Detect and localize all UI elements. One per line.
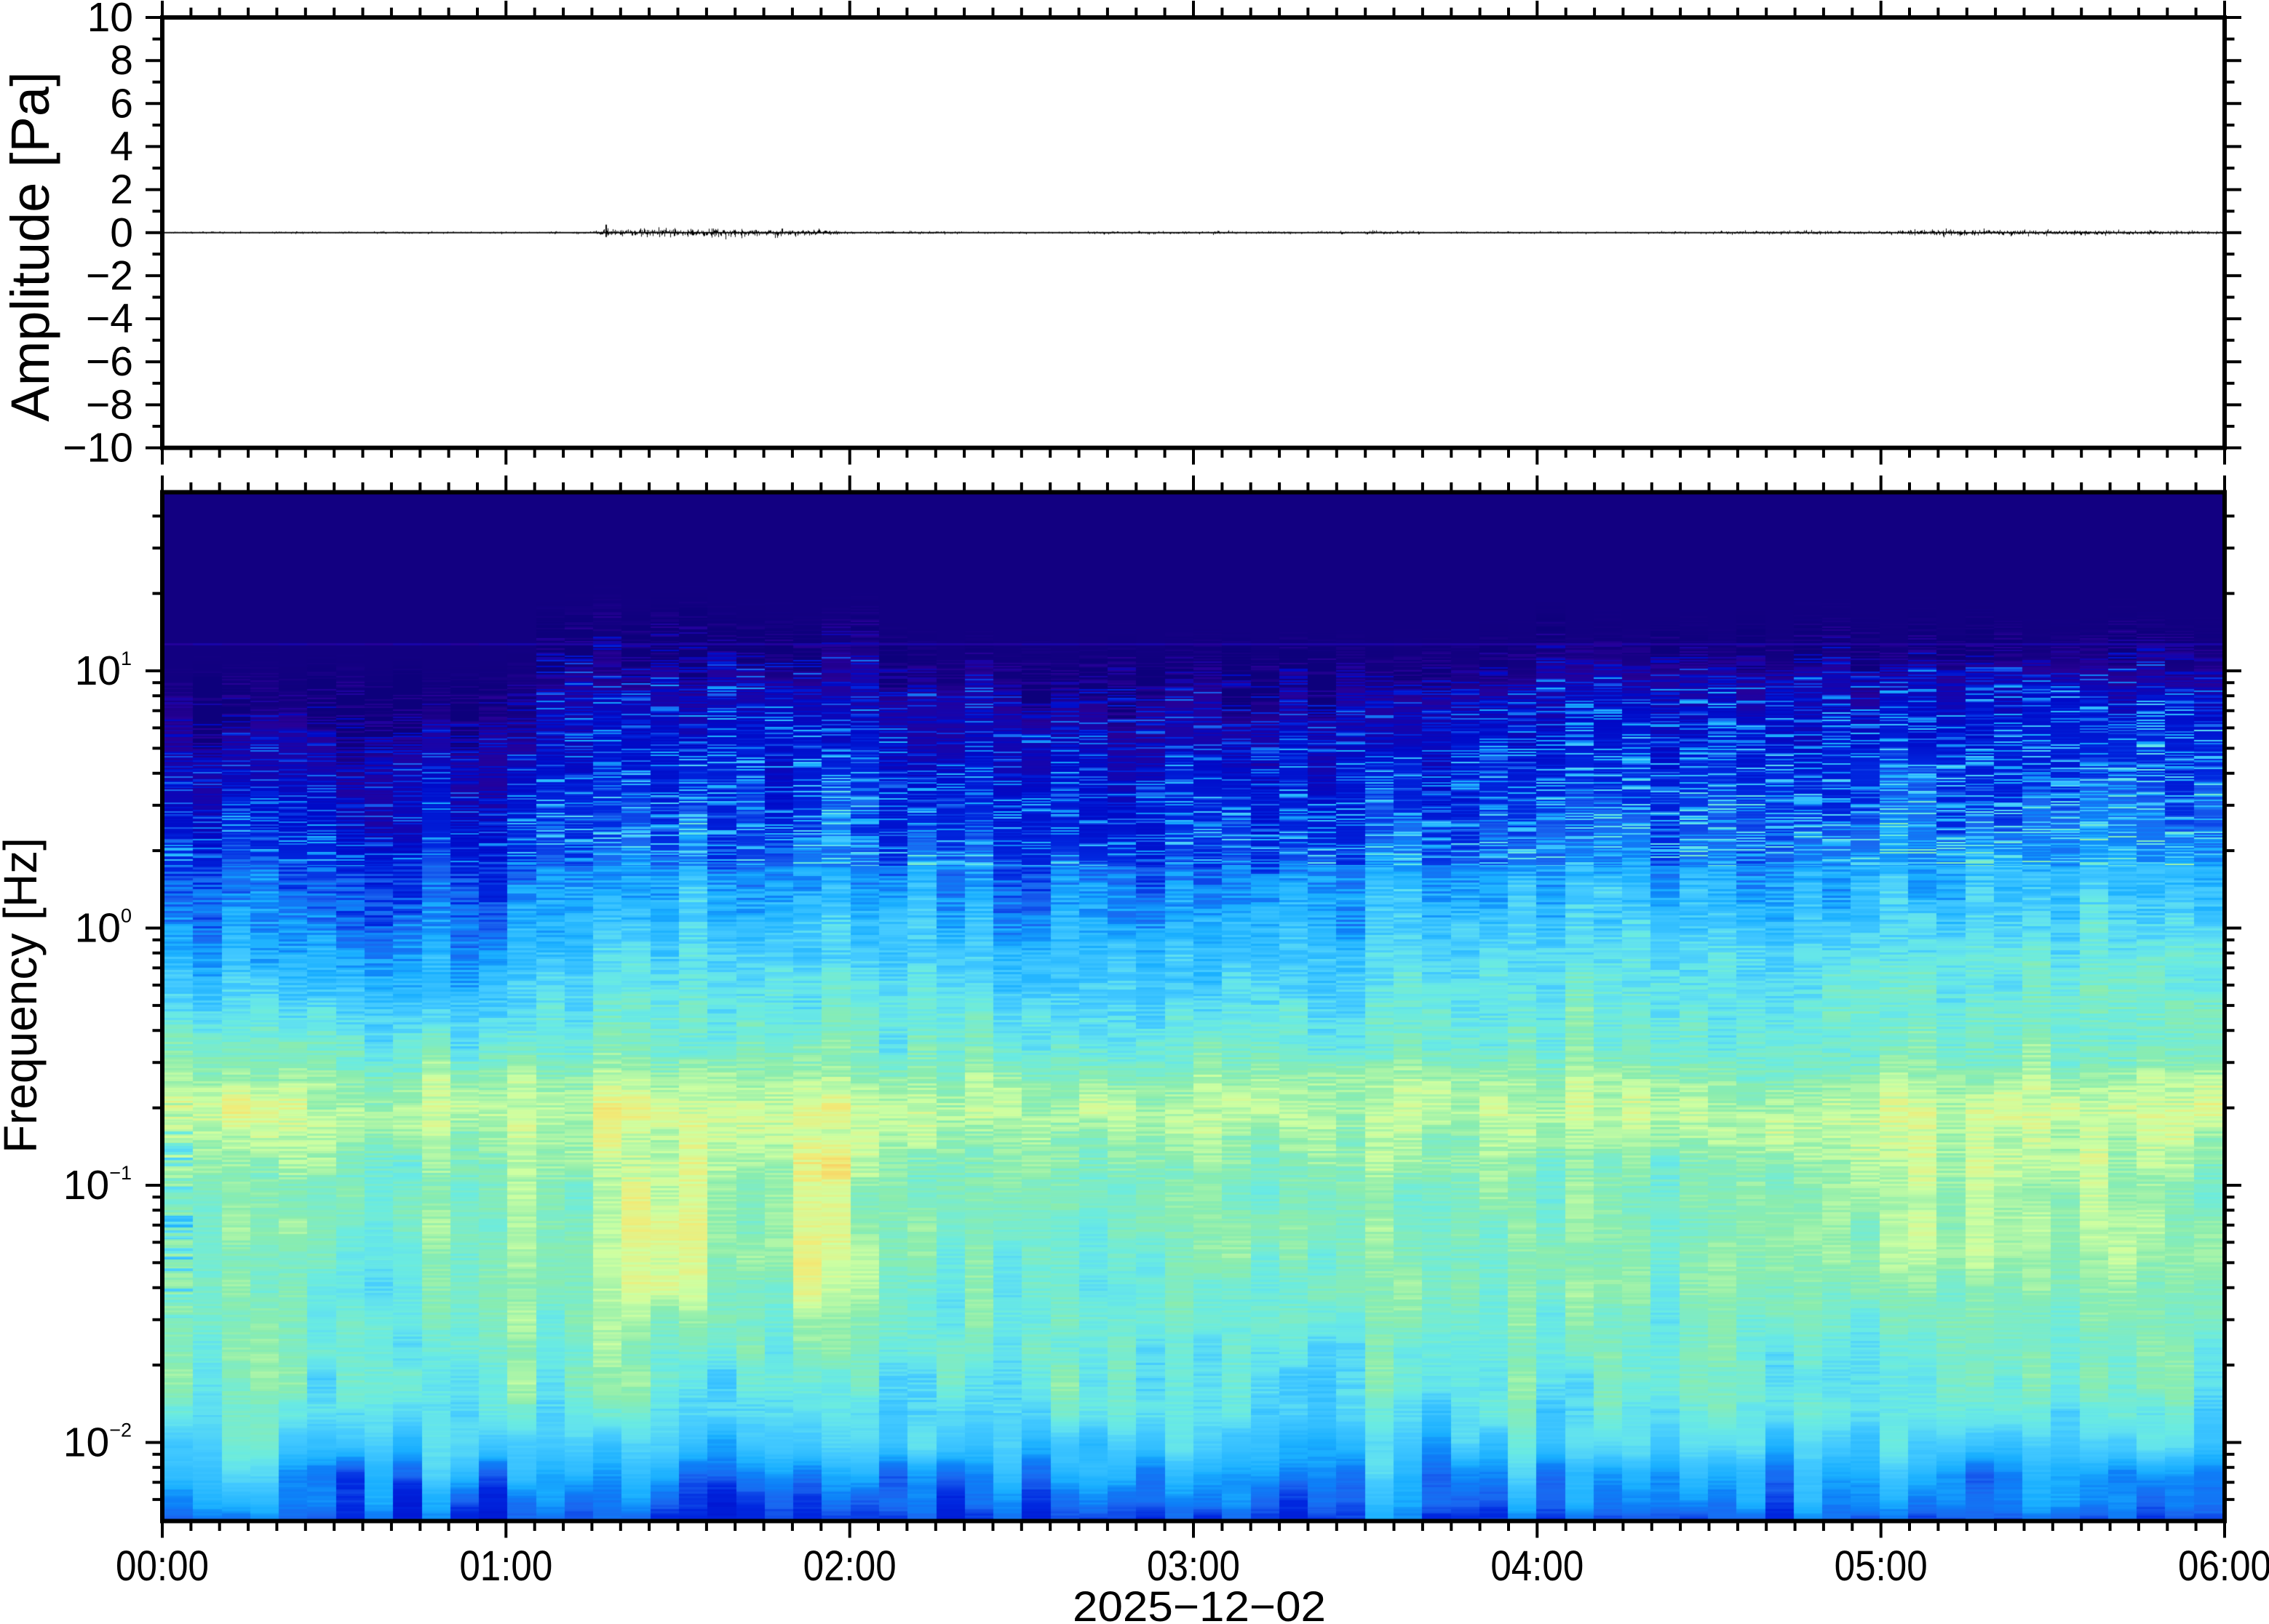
svg-text:10−2: 10−2 xyxy=(63,1420,132,1466)
svg-text:100: 100 xyxy=(75,905,132,952)
svg-text:2025−12−02: 2025−12−02 xyxy=(1073,1583,1326,1624)
svg-text:−10: −10 xyxy=(63,425,133,471)
svg-text:−8: −8 xyxy=(86,381,133,428)
svg-text:05:00: 05:00 xyxy=(1835,1543,1928,1590)
svg-text:6: 6 xyxy=(110,80,133,127)
svg-text:Amplitude [Pa]: Amplitude [Pa] xyxy=(0,71,60,421)
svg-text:10−1: 10−1 xyxy=(63,1162,132,1209)
svg-text:04:00: 04:00 xyxy=(1490,1543,1583,1590)
svg-text:−6: −6 xyxy=(86,338,133,385)
svg-text:10: 10 xyxy=(87,0,133,41)
svg-text:02:00: 02:00 xyxy=(803,1543,897,1590)
svg-text:03:00: 03:00 xyxy=(1147,1543,1240,1590)
svg-text:101: 101 xyxy=(75,648,132,694)
svg-text:00:00: 00:00 xyxy=(116,1543,209,1590)
svg-text:−2: −2 xyxy=(86,252,133,299)
svg-text:Frequency [Hz]: Frequency [Hz] xyxy=(0,837,47,1153)
svg-text:0: 0 xyxy=(110,210,133,256)
svg-text:4: 4 xyxy=(110,123,133,170)
svg-text:2: 2 xyxy=(110,167,133,213)
svg-text:−4: −4 xyxy=(86,295,133,342)
svg-text:06:00: 06:00 xyxy=(2178,1543,2269,1590)
svg-text:8: 8 xyxy=(110,37,133,84)
svg-text:01:00: 01:00 xyxy=(459,1543,552,1590)
